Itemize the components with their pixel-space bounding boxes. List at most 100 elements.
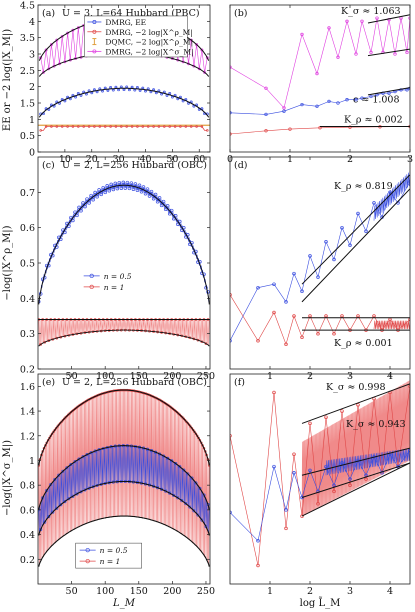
marker-rho: [157, 125, 161, 128]
x-tick-label: 4: [387, 586, 393, 597]
marker-series-n05: [324, 240, 328, 244]
marker-rho: [120, 125, 123, 128]
marker-series-ee: [300, 102, 304, 107]
marker-series-n1: [292, 314, 296, 318]
panel-title: U = 2, L=256 Hubbard (OBC): [62, 377, 207, 388]
marker-sigma: [66, 31, 70, 35]
marker-sigma: [200, 48, 204, 52]
y-tick-label: 0.2: [20, 365, 35, 376]
marker-series-rho: [288, 127, 292, 131]
marker-n05: [77, 457, 81, 461]
marker-n1: [56, 425, 59, 428]
plot-area: [230, 380, 410, 568]
marker-n05: [103, 190, 107, 195]
legend-label: n = 0.5: [100, 546, 128, 555]
marker-n05: [151, 196, 156, 201]
series-rho: [230, 126, 410, 135]
marker-rho: [87, 125, 91, 128]
marker-n05: [172, 493, 176, 497]
series-n05-dense: [373, 171, 410, 221]
panel-label: (d): [234, 160, 248, 171]
marker-sigma: [47, 67, 51, 71]
x-tick-label: 3: [347, 586, 353, 597]
marker-n05: [113, 181, 118, 186]
legend-label: DMRG, EE: [105, 18, 146, 27]
legend-box: [75, 542, 142, 569]
marker-series-rho: [264, 129, 268, 133]
plot-area: [38, 388, 210, 567]
marker-rho: [136, 125, 139, 128]
legend-label: DMRG, −2 log|X^ρ_M|: [105, 28, 193, 37]
marker-n1: [189, 425, 192, 428]
marker-n1: [191, 428, 195, 432]
marker-series-n05: [324, 464, 328, 469]
marker-n05: [163, 207, 168, 212]
marker-n05: [196, 513, 200, 517]
marker-series-sigma: [230, 65, 232, 69]
marker-series-n05: [348, 477, 352, 481]
y-tick-label: 2.5: [20, 66, 35, 77]
marker-n05: [71, 218, 75, 223]
marker-n1: [62, 417, 66, 421]
marker-series-ee: [315, 104, 319, 108]
annotation-krho: K_ρ ≈ 0.002: [344, 115, 403, 126]
marker-series-ee: [336, 101, 340, 105]
y-tick-label: 0.5: [20, 131, 35, 142]
marker-n05: [190, 476, 194, 480]
marker-n05: [198, 486, 202, 490]
marker-n05: [171, 216, 176, 221]
fit-n1-lower: [38, 329, 210, 347]
fit-n05-upper: [301, 447, 410, 476]
marker-n05: [149, 189, 154, 194]
marker-n05: [123, 186, 128, 190]
y-tick-label: 0.6: [20, 223, 35, 234]
marker-rho: [179, 125, 182, 128]
marker-n05: [79, 209, 83, 213]
fit-n1-upper: [38, 389, 210, 466]
fit-n05-lower: [301, 462, 410, 499]
marker-n05: [125, 180, 130, 185]
marker-n1: [65, 414, 69, 418]
y-tick-label: 0: [29, 148, 35, 159]
y-tick-label: 2: [29, 82, 35, 93]
marker-sigma: [195, 43, 199, 47]
marker-series-n1: [284, 342, 288, 347]
legend-marker-icon: [92, 29, 97, 34]
marker-series-n1: [300, 335, 304, 339]
marker-n05: [167, 212, 172, 216]
marker-n1: [174, 409, 177, 413]
fit-n1-lower: [38, 515, 210, 567]
marker-n05: [117, 180, 122, 185]
marker-n1: [64, 416, 67, 419]
marker-rho: [195, 125, 198, 128]
marker-n05: [111, 187, 116, 192]
marker-n05: [174, 462, 178, 466]
marker-rho: [184, 125, 188, 128]
marker-n05: [71, 494, 75, 498]
marker-series-n1: [316, 501, 320, 506]
marker-series-n05: [408, 448, 410, 453]
marker-n1: [68, 412, 71, 415]
marker-n1: [181, 416, 184, 419]
panel-label: (b): [234, 8, 248, 19]
marker-n05: [180, 499, 184, 503]
marker-series-n1: [356, 403, 360, 407]
x-tick-label: 30: [113, 154, 125, 165]
marker-n05: [53, 478, 57, 482]
y-tick-label: 4: [29, 17, 35, 28]
marker-series-sigma: [375, 16, 379, 20]
marker-series-n1: [300, 514, 304, 518]
marker-n05: [85, 197, 89, 201]
marker-n05: [192, 509, 196, 513]
y-tick-label: 0.6: [20, 505, 35, 516]
marker-series-sigma: [282, 106, 286, 110]
y-tick-label: 0.8: [20, 481, 35, 492]
marker-n05: [153, 192, 158, 197]
marker-rho: [114, 125, 118, 128]
marker-n05: [89, 193, 93, 198]
fit-n05-upper: [301, 174, 410, 285]
x-tick-label: 1: [267, 586, 273, 597]
marker-series-n05: [292, 271, 296, 276]
